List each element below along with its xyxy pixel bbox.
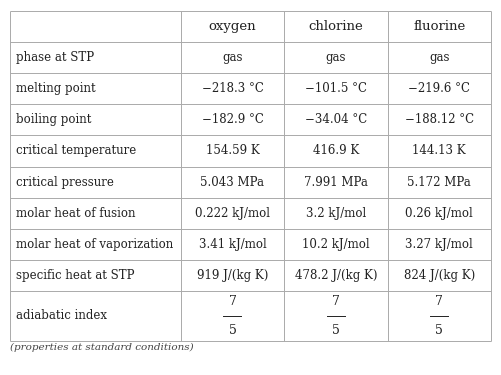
- Text: gas: gas: [326, 51, 346, 64]
- Text: melting point: melting point: [16, 82, 96, 95]
- Text: critical pressure: critical pressure: [16, 176, 114, 189]
- Text: chlorine: chlorine: [309, 20, 363, 33]
- Text: 5: 5: [228, 324, 236, 337]
- Text: 144.13 K: 144.13 K: [412, 144, 466, 158]
- Text: 3.41 kJ/mol: 3.41 kJ/mol: [198, 238, 267, 250]
- Text: 3.2 kJ/mol: 3.2 kJ/mol: [306, 207, 366, 220]
- Text: 5: 5: [332, 324, 340, 337]
- Text: oxygen: oxygen: [208, 20, 257, 33]
- Text: 154.59 K: 154.59 K: [205, 144, 260, 158]
- Text: 478.2 J/(kg K): 478.2 J/(kg K): [295, 269, 377, 282]
- Text: 7: 7: [332, 295, 340, 308]
- Text: −218.3 °C: −218.3 °C: [201, 82, 264, 95]
- Text: 416.9 K: 416.9 K: [313, 144, 359, 158]
- Text: 7.991 MPa: 7.991 MPa: [304, 176, 368, 189]
- Text: (properties at standard conditions): (properties at standard conditions): [10, 343, 194, 352]
- Text: 0.222 kJ/mol: 0.222 kJ/mol: [195, 207, 270, 220]
- Text: adiabatic index: adiabatic index: [16, 309, 107, 322]
- Text: boiling point: boiling point: [16, 114, 91, 126]
- Text: 7: 7: [435, 295, 443, 308]
- Text: −219.6 °C: −219.6 °C: [408, 82, 470, 95]
- Text: −188.12 °C: −188.12 °C: [405, 114, 474, 126]
- Text: −34.04 °C: −34.04 °C: [305, 114, 367, 126]
- Text: fluorine: fluorine: [413, 20, 465, 33]
- Text: 5: 5: [435, 324, 443, 337]
- Text: 919 J/(kg K): 919 J/(kg K): [197, 269, 268, 282]
- Text: −101.5 °C: −101.5 °C: [305, 82, 367, 95]
- Text: phase at STP: phase at STP: [16, 51, 94, 64]
- Text: 5.043 MPa: 5.043 MPa: [200, 176, 265, 189]
- Text: 5.172 MPa: 5.172 MPa: [407, 176, 471, 189]
- Text: 10.2 kJ/mol: 10.2 kJ/mol: [302, 238, 370, 250]
- Text: gas: gas: [222, 51, 242, 64]
- Text: 7: 7: [228, 295, 236, 308]
- Text: 824 J/(kg K): 824 J/(kg K): [404, 269, 475, 282]
- Text: molar heat of vaporization: molar heat of vaporization: [16, 238, 173, 250]
- Text: molar heat of fusion: molar heat of fusion: [16, 207, 136, 220]
- Text: 3.27 kJ/mol: 3.27 kJ/mol: [405, 238, 473, 250]
- Text: gas: gas: [429, 51, 449, 64]
- Text: 0.26 kJ/mol: 0.26 kJ/mol: [405, 207, 473, 220]
- Text: specific heat at STP: specific heat at STP: [16, 269, 135, 282]
- Text: critical temperature: critical temperature: [16, 144, 136, 158]
- Text: −182.9 °C: −182.9 °C: [201, 114, 264, 126]
